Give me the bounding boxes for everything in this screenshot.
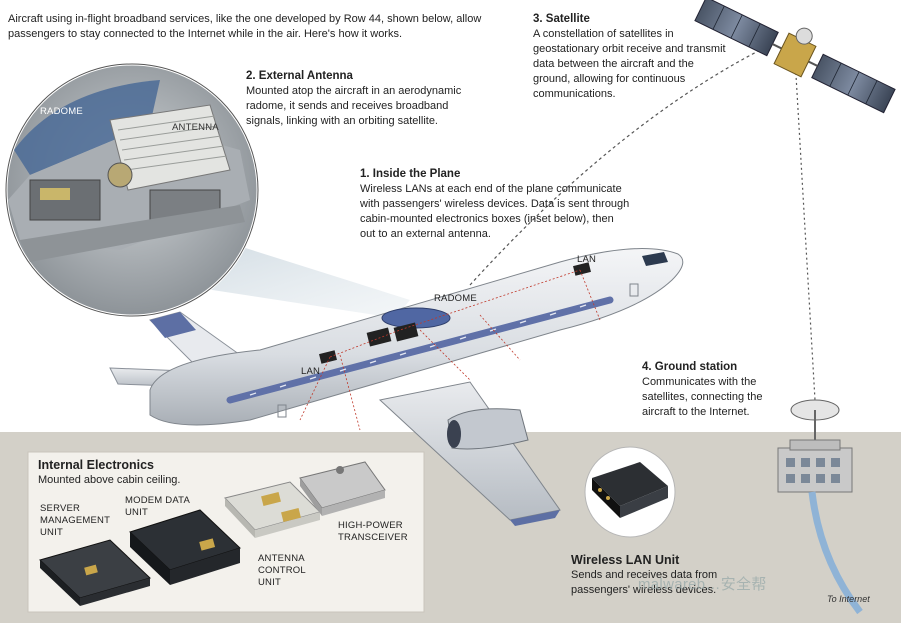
inside-plane-heading: 1. Inside the Plane	[360, 168, 461, 180]
inside-plane-body: Wireless LANs at each end of the plane c…	[360, 183, 630, 240]
lan-front-label: LAN	[577, 254, 597, 265]
ground-station	[777, 399, 863, 615]
internal-electronics-caption: Internal Electronics Mounted above cabin…	[38, 458, 238, 488]
antenna-control-unit-label: ANTENNA CONTROL UNIT	[258, 553, 306, 588]
radome-plane-label: RADOME	[434, 293, 477, 304]
external-antenna-heading: 2. External Antenna	[246, 70, 353, 82]
external-antenna-caption: 2. External Antenna Mounted atop the air…	[246, 69, 478, 129]
external-antenna-body: Mounted atop the aircraft in an aerodyna…	[246, 85, 462, 127]
watermark: malwareb…安全帮	[638, 576, 767, 593]
ground-station-body: Communicates with the satellites, connec…	[642, 376, 763, 418]
satellite-heading: 3. Satellite	[533, 13, 590, 25]
satellite-body: A constellation of satellites in geostat…	[533, 28, 726, 100]
to-internet-label: To Internet	[827, 594, 870, 604]
satellite	[694, 0, 896, 114]
ground-station-heading: 4. Ground station	[642, 361, 738, 373]
wireless-lan-unit-heading: Wireless LAN Unit	[571, 553, 680, 567]
intro-text: Aircraft using in-flight broadband servi…	[8, 13, 482, 40]
server-management-unit-label: SERVER MANAGEMENT UNIT	[40, 503, 110, 538]
signal-lines	[469, 44, 816, 401]
inside-plane-caption: 1. Inside the Plane Wireless LANs at eac…	[360, 167, 632, 242]
ground-station-caption: 4. Ground station Communicates with the …	[642, 360, 784, 420]
airplane	[109, 248, 684, 526]
high-power-transceiver-label: HIGH-POWER TRANSCEIVER	[338, 520, 408, 543]
internal-electronics-subheading: Mounted above cabin ceiling.	[38, 474, 181, 486]
wireless-lan-unit-body: Sends and receives data from passengers'…	[571, 569, 718, 596]
lan-rear-label: LAN	[301, 366, 321, 377]
modem-data-unit-label: MODEM DATA UNIT	[125, 495, 190, 518]
electronics-boxes	[39, 461, 386, 606]
radome-inset-label: RADOME	[40, 106, 83, 117]
satellite-caption: 3. Satellite A constellation of satellit…	[533, 12, 728, 102]
internal-electronics-heading: Internal Electronics	[38, 458, 155, 472]
antenna-inset-label: ANTENNA	[172, 122, 219, 133]
wireless-lan-unit-inset	[584, 446, 676, 538]
wireless-lan-unit-caption: Wireless LAN Unit Sends and receives dat…	[571, 553, 741, 598]
antenna-inset	[4, 62, 260, 318]
